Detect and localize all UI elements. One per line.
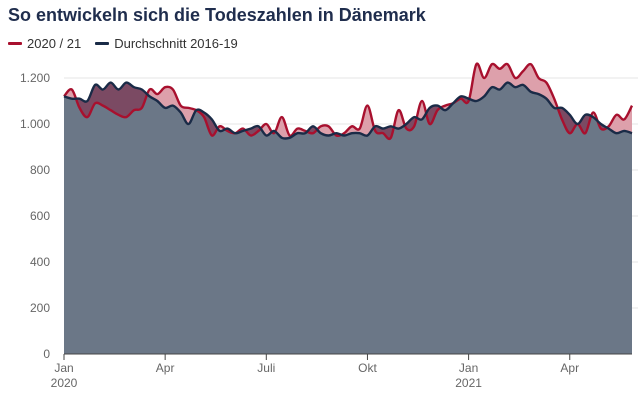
x-tick-label-0: Jan — [54, 361, 73, 375]
legend: 2020 / 21 Durchschnitt 2016-19 — [8, 36, 252, 51]
y-tick-label-0: 0 — [43, 347, 50, 361]
x-tick-label-1: Apr — [156, 361, 175, 375]
y-tick-label-200: 200 — [30, 301, 50, 315]
x-tick-sublabel-4: 2021 — [455, 376, 482, 390]
series-line-average[interactable] — [63, 81, 633, 140]
legend-label-average: Durchschnitt 2016-19 — [114, 36, 238, 51]
legend-item-average[interactable]: Durchschnitt 2016-19 — [95, 36, 238, 51]
chart-title: So entwickeln sich die Todeszahlen in Dä… — [8, 5, 426, 25]
legend-item-2020-21[interactable]: 2020 / 21 — [8, 36, 81, 51]
series-line-2020-21[interactable] — [63, 62, 634, 141]
legend-swatch-2020-21 — [8, 42, 22, 45]
y-tick-label-400: 400 — [30, 255, 50, 269]
y-tick-label-800: 800 — [30, 163, 50, 177]
legend-label-2020-21: 2020 / 21 — [27, 36, 82, 51]
x-tick-label-2: Juli — [257, 361, 275, 375]
y-tick-label-600: 600 — [30, 209, 50, 223]
x-tick-label-5: Apr — [560, 361, 579, 375]
x-tick-sublabel-0: 2020 — [51, 376, 78, 390]
x-tick-label-3: Okt — [358, 361, 377, 375]
average-area — [64, 82, 632, 354]
x-tick-label-4: Jan — [459, 361, 478, 375]
legend-swatch-average — [95, 42, 110, 45]
y-tick-label-1000: 1.000 — [20, 117, 50, 131]
y-tick-label-1200: 1.200 — [20, 71, 50, 85]
